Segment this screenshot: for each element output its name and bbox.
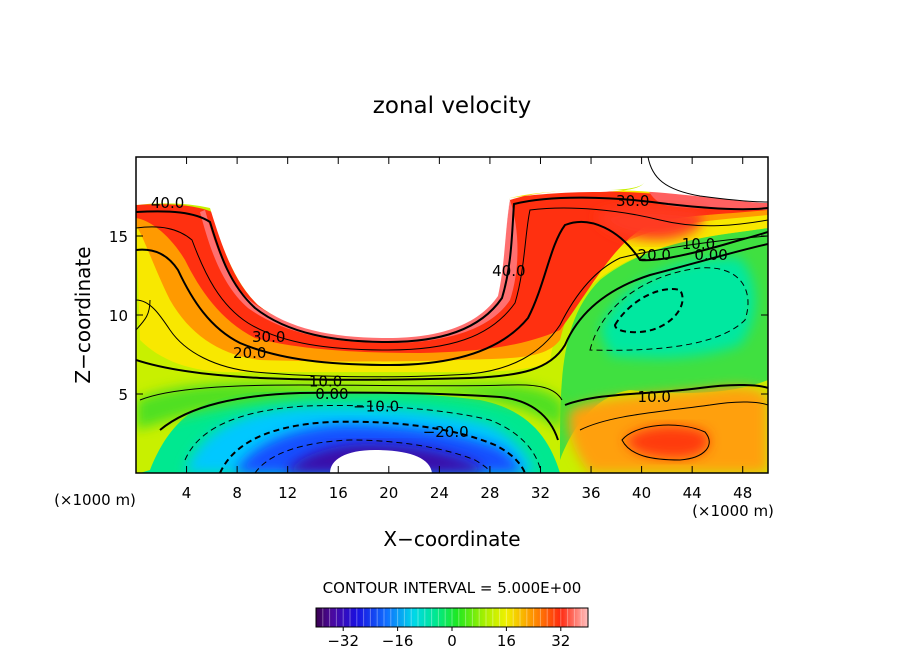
masked-region-top-right xyxy=(700,157,768,200)
colorbar-gradient xyxy=(316,608,588,627)
contour-label: 10.0 xyxy=(638,388,671,406)
x-tick-label: 12 xyxy=(278,484,297,502)
contour-label: 10.0 xyxy=(309,372,342,390)
contour-label: −10.0 xyxy=(353,398,399,416)
contour-label: 10.0 xyxy=(682,235,715,253)
contour-line xyxy=(136,243,768,381)
contour-line xyxy=(184,405,541,469)
contour-line xyxy=(136,235,768,378)
x-tick-label: 36 xyxy=(581,484,600,502)
plot-area: 40.0 30.040.020.010.00.0030.020.010.00.00… xyxy=(136,157,768,473)
x-axis-label: X−coordinate xyxy=(383,527,520,551)
contour-labels: 40.0 30.040.020.010.00.0030.020.010.00.00… xyxy=(151,192,728,441)
x-tick-label: 44 xyxy=(683,484,702,502)
contour-line xyxy=(647,157,768,203)
x-axis-ticks: 4 8 12 16 20 24 28 32 36 40 44 48 xyxy=(182,157,752,502)
colorbar-tick-label: −16 xyxy=(382,632,414,650)
contour-lines xyxy=(136,157,768,473)
x-tick-label: 40 xyxy=(632,484,651,502)
x-tick-label: 28 xyxy=(480,484,499,502)
field-east-core xyxy=(625,426,709,458)
contour-label: 20.0 xyxy=(233,344,266,362)
field-east-cap xyxy=(595,207,703,240)
colorbar-tick-label: 32 xyxy=(551,632,570,650)
masked-region-bottom xyxy=(330,450,432,473)
colorbar-ticks: −32 −16 0 16 32 xyxy=(327,627,570,650)
contour-line xyxy=(136,220,768,367)
colorbar-tick-label: 16 xyxy=(497,632,516,650)
y-tick-label: 10 xyxy=(109,307,128,325)
colorbar: −32 −16 0 16 32 xyxy=(315,607,589,650)
x-tick-label: 8 xyxy=(232,484,242,502)
x-tick-label: 48 xyxy=(733,484,752,502)
contour-line xyxy=(621,424,710,461)
colorbar-tick-label: 0 xyxy=(447,632,457,650)
contour-label: 40.0 xyxy=(492,262,525,280)
contour-label: 30.0 xyxy=(252,328,285,346)
field-east-trough xyxy=(600,257,755,358)
y-axis-ticks: 5 10 15 xyxy=(109,228,768,404)
contour-line xyxy=(579,401,768,431)
x-unit-left: (×1000 m) xyxy=(54,491,136,509)
contour-label: 20.0 xyxy=(638,246,671,264)
contour-line xyxy=(219,420,526,473)
x-tick-label: 4 xyxy=(182,484,192,502)
y-tick-label: 5 xyxy=(118,386,128,404)
contour-line xyxy=(613,288,684,334)
contour-line xyxy=(139,384,563,401)
contour-label: 0.00 xyxy=(315,385,348,403)
contour-line xyxy=(136,207,768,351)
contour-line xyxy=(136,196,768,344)
x-tick-label: 16 xyxy=(329,484,348,502)
x-tick-label: 24 xyxy=(430,484,449,502)
contour-label: 30.0 xyxy=(616,192,649,210)
contour-label: 0.00 xyxy=(694,246,727,264)
contour-line xyxy=(159,391,559,441)
contour-line xyxy=(136,299,151,331)
contour-line xyxy=(564,383,768,406)
colorbar-stripes xyxy=(315,608,589,627)
contour-label: −20.0 xyxy=(423,423,469,441)
chart-title: zonal velocity xyxy=(373,93,531,119)
x-unit-right: (×1000 m) xyxy=(692,502,774,520)
contour-line xyxy=(589,267,749,351)
x-tick-label: 32 xyxy=(531,484,550,502)
contour-label: 40.0 xyxy=(151,194,184,212)
contour-interval-note: CONTOUR INTERVAL = 5.000E+00 xyxy=(323,579,582,597)
contour-line xyxy=(254,439,491,473)
masked-region-top-fill xyxy=(136,157,647,338)
y-tick-label: 15 xyxy=(109,228,128,246)
x-tick-label: 20 xyxy=(379,484,398,502)
colorbar-tick-label: −32 xyxy=(327,632,359,650)
y-axis-label: Z−coordinate xyxy=(71,246,95,383)
